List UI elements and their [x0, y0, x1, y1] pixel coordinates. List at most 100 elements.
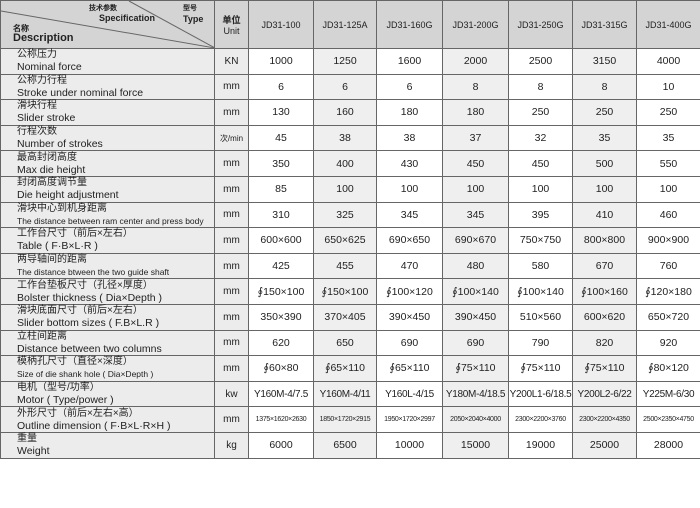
- value-cell: 650×720: [636, 303, 700, 331]
- spec-zh: 技术参数: [89, 5, 117, 12]
- value-cell: 580: [508, 252, 573, 280]
- row-unit: mm: [214, 73, 249, 101]
- value-cell: 690×650: [376, 227, 443, 254]
- value-cell: 37: [442, 124, 509, 152]
- table-row: 滑块行程 Slider stroke mm 130 160 180 180 250 250 250: [0, 99, 700, 126]
- value-cell: 450: [508, 150, 573, 177]
- value-cell: 10000: [376, 431, 443, 459]
- value-cell: 345: [376, 201, 443, 229]
- description-en: Slider bottom sizes ( F.B×L.R ): [17, 317, 160, 330]
- value-cell: 100: [442, 175, 509, 203]
- description-zh: 封闭高度调节量: [17, 177, 87, 189]
- description-en: Die height adjustment: [17, 189, 119, 202]
- description-zh: 公称压力: [17, 49, 57, 61]
- value-cell: 250: [636, 99, 700, 126]
- value-cell: 100: [572, 175, 637, 203]
- table-row: 立柱间距离 Distance between two columns mm 620 65…: [0, 329, 700, 357]
- value-cell: ∮100×120: [376, 278, 443, 305]
- description-zh: 滑块中心到机身距离: [17, 202, 107, 214]
- row-unit: mm: [214, 201, 249, 229]
- description-zh: 工作台尺寸（前后×左右）: [17, 228, 133, 240]
- value-cell: ∮65×110: [376, 355, 443, 382]
- value-cell: 28000: [636, 431, 700, 459]
- value-cell: 2500: [508, 48, 573, 75]
- value-cell: ∮150×100: [248, 278, 314, 305]
- row-unit: mm: [214, 252, 249, 280]
- value-cell: 6: [376, 73, 443, 101]
- row-description: 行程次数 Number of strokes: [0, 124, 215, 152]
- value-cell: 650×625: [313, 227, 377, 254]
- value-cell: 690×670: [442, 227, 509, 254]
- value-cell: ∮120×180: [636, 278, 700, 305]
- value-cell: 410: [572, 201, 637, 229]
- value-cell: 690: [442, 329, 509, 357]
- table-row: 外形尺寸（前后×左右×高） Outline dimension ( F·B×L·R…: [0, 406, 700, 433]
- value-cell: 510×560: [508, 303, 573, 331]
- value-cell: 45: [248, 124, 314, 152]
- value-cell: 350×390: [248, 303, 314, 331]
- value-cell: 100: [376, 175, 443, 203]
- value-cell: 800×800: [572, 227, 637, 254]
- model-header: JD31-250G: [508, 0, 573, 49]
- type-en: Type: [183, 14, 204, 24]
- row-unit: mm: [214, 303, 249, 331]
- value-cell: 35: [636, 124, 700, 152]
- description-en: Table ( F·B×L·R ): [17, 240, 98, 253]
- value-cell: 620: [248, 329, 314, 357]
- value-cell: ∮65×110: [313, 355, 377, 382]
- value-cell: 6000: [248, 431, 314, 459]
- description-en: Max die height: [17, 163, 86, 176]
- row-description: 两导轴间的距离 The distance btween the two guide…: [0, 252, 215, 280]
- value-cell: 430: [376, 150, 443, 177]
- spec-en: Specification: [99, 13, 156, 23]
- description-en: Stroke under nominal force: [17, 86, 144, 99]
- value-cell: 1600: [376, 48, 443, 75]
- description-en: Nominal force: [17, 61, 82, 74]
- table-row: 封闭高度调节量 Die height adjustment mm 85 100 100 10…: [0, 175, 700, 203]
- value-cell: ∮75×110: [508, 355, 573, 382]
- value-cell: 2300×2200×3760: [508, 406, 573, 433]
- table-row: 重量 Weight kg 6000 6500 10000 15000 19000 25000 28…: [0, 431, 700, 459]
- unit-en: Unit: [223, 25, 240, 36]
- value-cell: 85: [248, 175, 314, 203]
- value-cell: 750×750: [508, 227, 573, 254]
- value-cell: 250: [572, 99, 637, 126]
- table-row: 滑块中心到机身距离 The distance between ram center…: [0, 201, 700, 229]
- row-unit: mm: [214, 227, 249, 254]
- description-en: Outline dimension ( F·B×L·R×H ): [17, 419, 171, 432]
- value-cell: 460: [636, 201, 700, 229]
- description-en: Weight: [17, 445, 50, 458]
- unit-zh: 单位: [222, 14, 241, 25]
- value-cell: 600×620: [572, 303, 637, 331]
- table-row: 电机（型号/功率） Motor ( Type/power ) kw Y160M-4/7…: [0, 380, 700, 408]
- model-header: JD31-400G: [636, 0, 700, 49]
- value-cell: 650: [313, 329, 377, 357]
- unit-header: 单位 Unit: [214, 0, 249, 49]
- description-en: Slider stroke: [17, 112, 76, 125]
- table-row: 滑块底面尺寸（前后×左右） Slider bottom sizes ( F.B×L…: [0, 303, 700, 331]
- value-cell: 900×900: [636, 227, 700, 254]
- row-description: 工作台尺寸（前后×左右） Table ( F·B×L·R ): [0, 227, 215, 254]
- desc-en: Description: [13, 32, 74, 44]
- value-cell: Y160M-4/7.5: [248, 380, 314, 408]
- row-unit: KN: [214, 48, 249, 75]
- row-unit: mm: [214, 355, 249, 382]
- row-unit: mm: [214, 406, 249, 433]
- value-cell: 38: [376, 124, 443, 152]
- value-cell: 760: [636, 252, 700, 280]
- description-header: 技术参数 Specification 型号 Type 名称 Descriptio…: [0, 0, 215, 49]
- value-cell: 250: [508, 99, 573, 126]
- value-cell: 8: [442, 73, 509, 101]
- value-cell: 455: [313, 252, 377, 280]
- row-unit: mm: [214, 278, 249, 305]
- description-en: Motor ( Type/power ): [17, 394, 114, 407]
- value-cell: 100: [508, 175, 573, 203]
- value-cell: 32: [508, 124, 573, 152]
- row-description: 滑块底面尺寸（前后×左右） Slider bottom sizes ( F.B×L…: [0, 303, 215, 331]
- table-row: 工作台垫板尺寸（孔径×厚度） Bolster thickness ( Dia×De…: [0, 278, 700, 305]
- description-zh: 滑块底面尺寸（前后×左右）: [17, 305, 143, 317]
- table-row: 工作台尺寸（前后×左右） Table ( F·B×L·R ) mm 600×600 65…: [0, 227, 700, 254]
- value-cell: 8: [508, 73, 573, 101]
- value-cell: 6: [248, 73, 314, 101]
- spec-table: 技术参数 Specification 型号 Type 名称 Descriptio…: [0, 0, 700, 459]
